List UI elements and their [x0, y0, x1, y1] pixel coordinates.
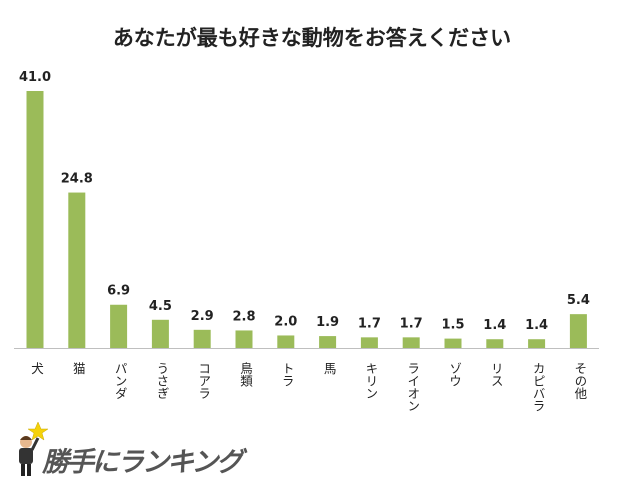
data-label: 1.9 [316, 315, 339, 330]
chart-title: あなたが最も好きな動物をお答えください [112, 26, 512, 50]
category-label: うさぎ [154, 362, 170, 400]
category-label: 犬 [29, 362, 44, 375]
category-label: ライオン [405, 362, 421, 412]
bar [569, 314, 587, 348]
category-label: その他 [572, 362, 588, 400]
data-label: 5.4 [567, 293, 590, 308]
bar [68, 192, 86, 348]
category-label: ゾウ [447, 362, 462, 387]
category-label: トラ [279, 362, 295, 387]
bar [151, 319, 169, 348]
data-label: 2.0 [274, 314, 297, 329]
site-logo: 勝手にランキング [10, 420, 250, 480]
bar [193, 329, 211, 348]
bar [319, 336, 337, 348]
category-label: 馬 [321, 362, 337, 375]
bar [360, 337, 378, 348]
category-label: パンダ [112, 362, 128, 400]
data-label: 1.4 [525, 318, 548, 333]
bar [528, 339, 546, 348]
category-label: 鳥類 [238, 362, 253, 387]
data-label: 6.9 [107, 284, 130, 299]
bar [402, 337, 420, 348]
data-label: 1.7 [400, 316, 423, 331]
category-label: コアラ [196, 362, 212, 400]
category-label: カピバラ [530, 362, 546, 412]
bar [277, 335, 295, 348]
bar [444, 338, 462, 348]
data-label: 4.5 [149, 299, 172, 314]
category-label: 猫 [70, 362, 86, 375]
bar [26, 91, 44, 348]
data-label: 1.4 [483, 318, 506, 333]
bar [235, 330, 253, 348]
data-label: 41.0 [19, 70, 51, 85]
category-label: キリン [363, 362, 379, 400]
category-label: リス [488, 362, 504, 387]
mascot-icon [19, 421, 49, 476]
data-label: 24.8 [61, 172, 93, 187]
data-label: 2.9 [191, 309, 214, 324]
bar [110, 304, 128, 348]
logo-text: 勝手にランキング [42, 447, 243, 478]
data-label: 1.7 [358, 316, 381, 331]
data-label: 1.5 [441, 318, 464, 333]
data-label: 2.8 [232, 309, 255, 324]
bar [486, 339, 504, 348]
